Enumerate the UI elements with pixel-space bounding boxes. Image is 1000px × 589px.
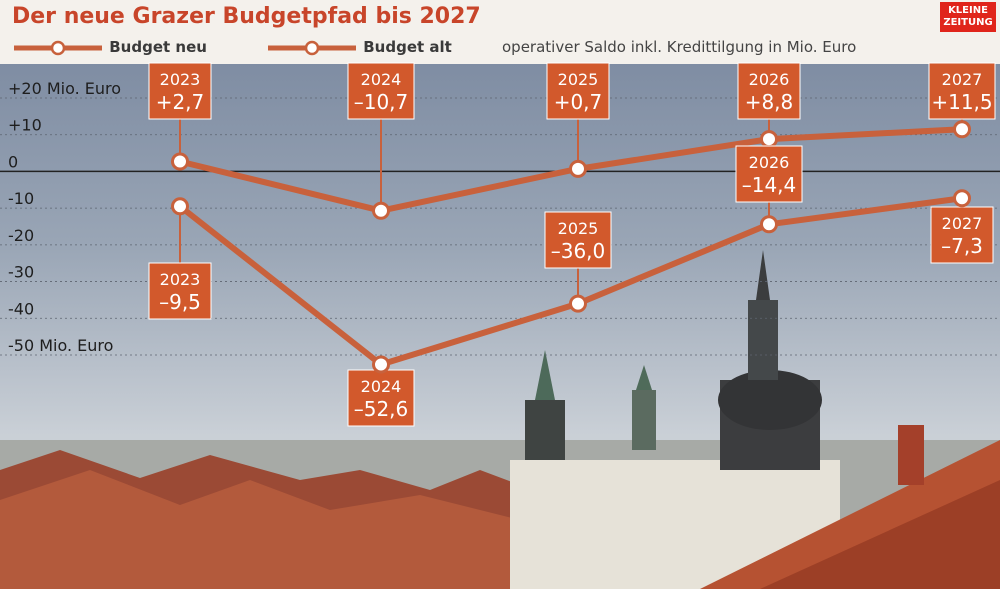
data-label-box bbox=[148, 62, 212, 120]
data-point bbox=[953, 189, 971, 208]
data-label-box bbox=[544, 211, 612, 269]
y-tick-label: -50 Mio. Euro bbox=[8, 336, 113, 355]
data-label-value: –52,6 bbox=[354, 397, 409, 421]
data-label-box bbox=[347, 369, 415, 427]
data-label-year: 2025 bbox=[558, 219, 599, 238]
data-label-value: –9,5 bbox=[159, 290, 201, 314]
data-point bbox=[569, 294, 587, 313]
data-point bbox=[171, 197, 189, 216]
data-label-year: 2024 bbox=[361, 70, 402, 89]
y-tick-label: +20 Mio. Euro bbox=[8, 79, 121, 98]
data-label-value: –14,4 bbox=[742, 173, 797, 197]
logo-line-2: ZEITUNG bbox=[943, 17, 993, 28]
data-label-value: +0,7 bbox=[554, 90, 603, 114]
legend-label-budget-neu: Budget neu bbox=[109, 38, 207, 56]
data-point bbox=[760, 215, 778, 234]
legend-item-budget-neu: Budget neu bbox=[12, 38, 207, 56]
y-tick-label: -10 bbox=[8, 189, 34, 208]
data-label-box bbox=[148, 262, 212, 320]
data-label-year: 2026 bbox=[749, 70, 790, 89]
legend-line-icon bbox=[268, 40, 356, 55]
newspaper-logo: KLEINE ZEITUNG bbox=[940, 2, 996, 32]
data-label-year: 2023 bbox=[160, 70, 201, 89]
city-silhouette bbox=[0, 250, 1000, 589]
logo-line-1: KLEINE bbox=[948, 5, 988, 16]
y-tick-label: 0 bbox=[8, 152, 18, 171]
data-label-value: +8,8 bbox=[745, 90, 794, 114]
data-label-box bbox=[930, 206, 994, 264]
data-label-value: –7,3 bbox=[941, 234, 983, 258]
y-tick-label: -20 bbox=[8, 226, 34, 245]
data-label-year: 2027 bbox=[942, 214, 983, 233]
data-point bbox=[760, 130, 778, 149]
data-label-box bbox=[546, 62, 610, 120]
data-point bbox=[171, 152, 189, 171]
y-axis: +20 Mio. Euro +10 0 -10 -20 -30 -40 -50 Mio. Eu… bbox=[8, 79, 121, 355]
data-point bbox=[372, 201, 390, 220]
unit-note: operativer Saldo inkl. Kredittilgung in … bbox=[502, 38, 857, 56]
data-label-box bbox=[737, 62, 801, 120]
data-point bbox=[372, 355, 390, 374]
y-tick-label: -30 bbox=[8, 263, 34, 282]
data-labels: 2023+2,72024–10,72025+0,72026+8,82027+11… bbox=[148, 62, 996, 427]
data-label-box bbox=[347, 62, 415, 120]
data-label-value: +2,7 bbox=[156, 90, 205, 114]
data-label-year: 2023 bbox=[160, 270, 201, 289]
data-label-value: –10,7 bbox=[354, 90, 409, 114]
data-label-value: +11,5 bbox=[931, 90, 992, 114]
data-label-year: 2025 bbox=[558, 70, 599, 89]
data-point bbox=[953, 120, 971, 139]
data-label-box bbox=[735, 145, 803, 203]
data-label-value: –36,0 bbox=[551, 239, 606, 263]
legend-item-budget-alt: Budget alt bbox=[266, 38, 452, 56]
y-tick-label: -40 bbox=[8, 299, 34, 318]
legend-label-budget-alt: Budget alt bbox=[363, 38, 452, 56]
legend-line-icon bbox=[14, 40, 102, 55]
y-tick-label: +10 bbox=[8, 116, 42, 135]
data-label-year: 2024 bbox=[361, 377, 402, 396]
data-label-box bbox=[928, 62, 996, 120]
data-label-year: 2027 bbox=[942, 70, 983, 89]
chart-title: Der neue Grazer Budgetpfad bis 2027 bbox=[12, 4, 481, 29]
data-label-year: 2026 bbox=[749, 153, 790, 172]
data-point bbox=[569, 159, 587, 178]
